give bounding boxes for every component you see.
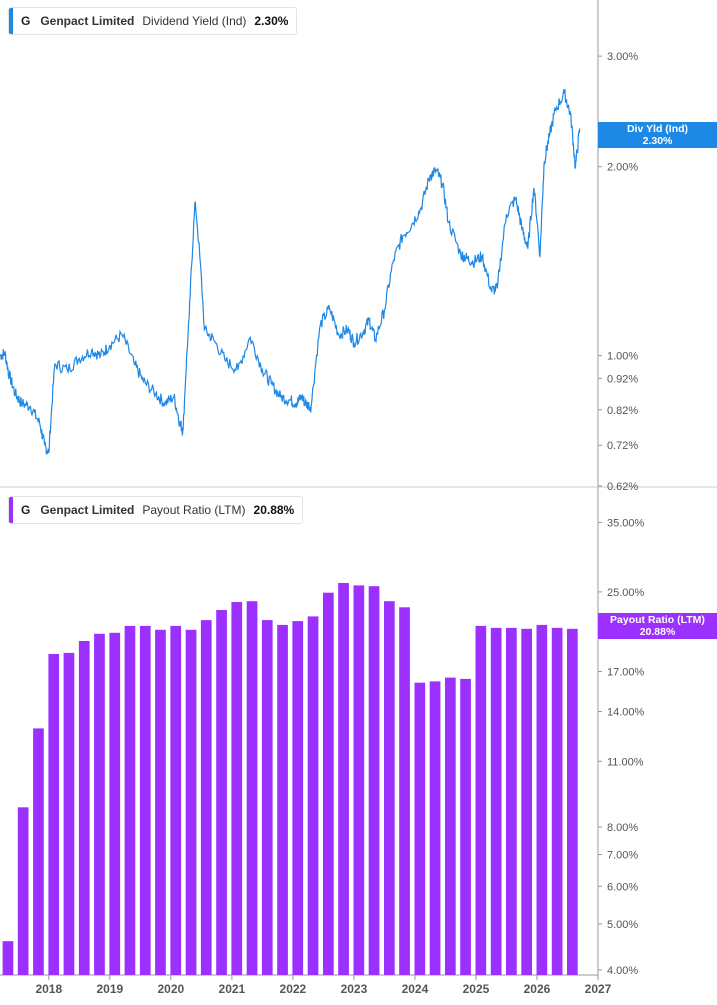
payout-bar — [384, 601, 395, 975]
legend-metric: Payout Ratio (LTM) — [142, 503, 246, 517]
payout-bar — [124, 625, 136, 975]
payout-bar — [490, 627, 502, 975]
payout-bar — [246, 601, 258, 975]
payout-bar — [277, 624, 288, 975]
x-tick-label: 2020 — [158, 982, 185, 996]
payout-ratio-swatch — [9, 497, 13, 523]
payout-bar — [94, 633, 105, 975]
y-tick-label: 0.72% — [607, 440, 638, 452]
payout-bar — [261, 620, 273, 975]
x-tick-label: 2019 — [96, 982, 123, 996]
payout-bar — [399, 607, 410, 975]
legend-ticker: G — [21, 14, 31, 28]
payout-bar — [567, 628, 578, 975]
y-tick-label: 11.00% — [607, 756, 644, 768]
payout-bar — [460, 678, 471, 975]
y-tick-label: 2.00% — [607, 162, 638, 174]
payout-bar — [185, 629, 197, 975]
payout-bar — [506, 627, 517, 975]
y-tick-label: 1.00% — [607, 351, 638, 363]
y-tick-label: 0.82% — [607, 405, 638, 417]
x-tick-label: 2024 — [402, 982, 429, 996]
payout-bar — [307, 616, 319, 975]
y-tick-label: 14.00% — [607, 707, 645, 719]
payout-bar — [17, 807, 29, 975]
y-tick-label: 17.00% — [607, 666, 645, 678]
y-tick-label: 0.62% — [607, 481, 638, 493]
payout-bar — [521, 628, 532, 975]
payout-bar — [63, 652, 75, 975]
y-tick-label: 7.00% — [607, 850, 638, 862]
x-tick-label: 2021 — [219, 982, 246, 996]
payout-bar — [109, 632, 121, 975]
x-tick-label: 2023 — [341, 982, 368, 996]
payout-bar — [216, 610, 227, 975]
payout-bar — [231, 602, 243, 975]
payout-bar — [292, 621, 304, 975]
dividend-yield-legend[interactable]: G Genpact Limited Dividend Yield (Ind) 2… — [8, 7, 298, 35]
tag-value: 20.88% — [639, 626, 676, 638]
payout-bar — [414, 682, 426, 975]
payout-ratio-current-tag: Payout Ratio (LTM) 20.88% — [598, 613, 717, 639]
y-tick-label: 8.00% — [607, 822, 638, 834]
legend-value: 20.88% — [253, 503, 295, 517]
dividend-yield-swatch — [9, 8, 13, 34]
payout-bar — [368, 586, 380, 975]
x-tick-label: 2025 — [463, 982, 490, 996]
payout-bar — [33, 728, 44, 975]
payout-bar — [338, 583, 349, 975]
legend-value: 2.30% — [254, 14, 289, 28]
y-tick-label: 3.00% — [607, 51, 638, 63]
x-tick-label: 2018 — [35, 982, 62, 996]
payout-bar — [78, 641, 90, 975]
tag-label: Div Yld (Ind) — [626, 123, 689, 135]
legend-metric: Dividend Yield (Ind) — [142, 14, 247, 28]
x-tick-label: 2027 — [585, 982, 612, 996]
payout-bar — [139, 625, 151, 975]
dividend-yield-current-tag: Div Yld (Ind) 2.30% — [598, 122, 717, 148]
payout-bar — [170, 625, 182, 975]
x-tick-label: 2022 — [280, 982, 307, 996]
payout-bar — [353, 585, 365, 975]
legend-ticker: G — [21, 503, 31, 517]
x-tick-label: 2026 — [524, 982, 551, 996]
payout-bar — [445, 677, 456, 975]
y-tick-label: 6.00% — [607, 881, 638, 893]
y-tick-label: 0.92% — [607, 373, 638, 385]
payout-ratio-legend[interactable]: G Genpact Limited Payout Ratio (LTM) 20.… — [8, 496, 304, 524]
dividend-yield-line — [0, 89, 581, 455]
tag-value: 2.30% — [642, 135, 673, 147]
payout-bar — [323, 592, 334, 975]
legend-company: Genpact Limited — [40, 503, 135, 517]
y-tick-label: 35.00% — [607, 517, 645, 529]
y-tick-label: 25.00% — [607, 587, 645, 599]
payout-bar — [2, 941, 14, 975]
legend-company: Genpact Limited — [40, 14, 135, 28]
payout-bar — [429, 681, 441, 975]
payout-bar — [48, 654, 60, 975]
y-tick-label: 4.00% — [607, 965, 638, 977]
y-tick-label: 5.00% — [607, 919, 638, 931]
payout-bar — [200, 620, 212, 975]
payout-bar — [155, 629, 166, 975]
payout-bar — [475, 625, 487, 975]
tag-label: Payout Ratio (LTM) — [610, 614, 705, 626]
payout-bar — [551, 627, 563, 975]
payout-bar — [536, 624, 548, 975]
